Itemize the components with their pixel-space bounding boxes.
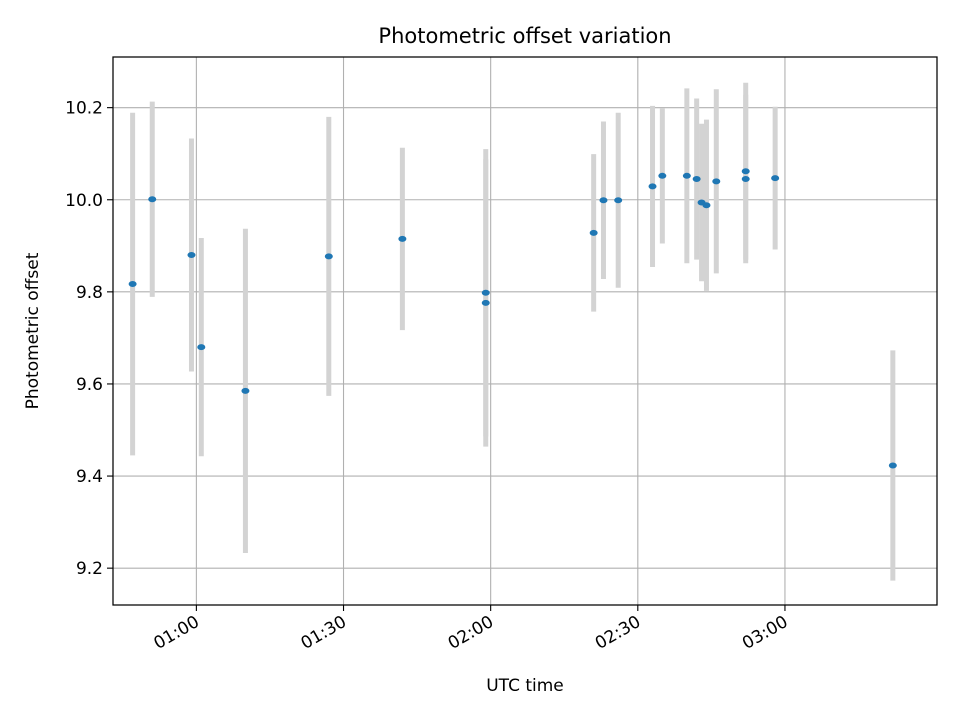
data-point (241, 387, 250, 394)
data-point (187, 252, 196, 259)
plot-area-background (113, 57, 937, 605)
grid-layer (113, 57, 937, 605)
point-layer (128, 168, 897, 469)
plot-frame (112, 56, 938, 606)
data-point (741, 168, 750, 175)
data-point (324, 253, 333, 260)
data-point (599, 197, 608, 204)
data-point (692, 176, 701, 183)
data-point (128, 281, 137, 288)
y-axis-label: Photometric offset (23, 252, 43, 409)
data-point (398, 235, 407, 242)
data-point (888, 462, 897, 469)
y-tick-label: 10.2 (65, 99, 103, 119)
y-tick-label: 9.4 (76, 467, 103, 487)
chart-title: Photometric offset variation (378, 24, 671, 48)
data-point (481, 299, 490, 306)
data-point (148, 196, 157, 203)
y-tick-label: 9.6 (76, 375, 103, 395)
y-tick-label: 9.2 (76, 559, 103, 579)
x-axis-label: UTC time (486, 676, 564, 696)
data-point (741, 176, 750, 183)
data-point (197, 344, 206, 351)
y-tick-label: 9.8 (76, 283, 103, 303)
data-point (702, 202, 711, 209)
data-point (614, 197, 623, 204)
data-point (771, 175, 780, 182)
y-tick-label: 10.0 (65, 191, 103, 211)
data-point (648, 183, 657, 190)
data-point (589, 229, 598, 236)
data-point (658, 172, 667, 179)
data-point (682, 172, 691, 179)
data-point (481, 289, 490, 296)
data-point (712, 178, 721, 185)
